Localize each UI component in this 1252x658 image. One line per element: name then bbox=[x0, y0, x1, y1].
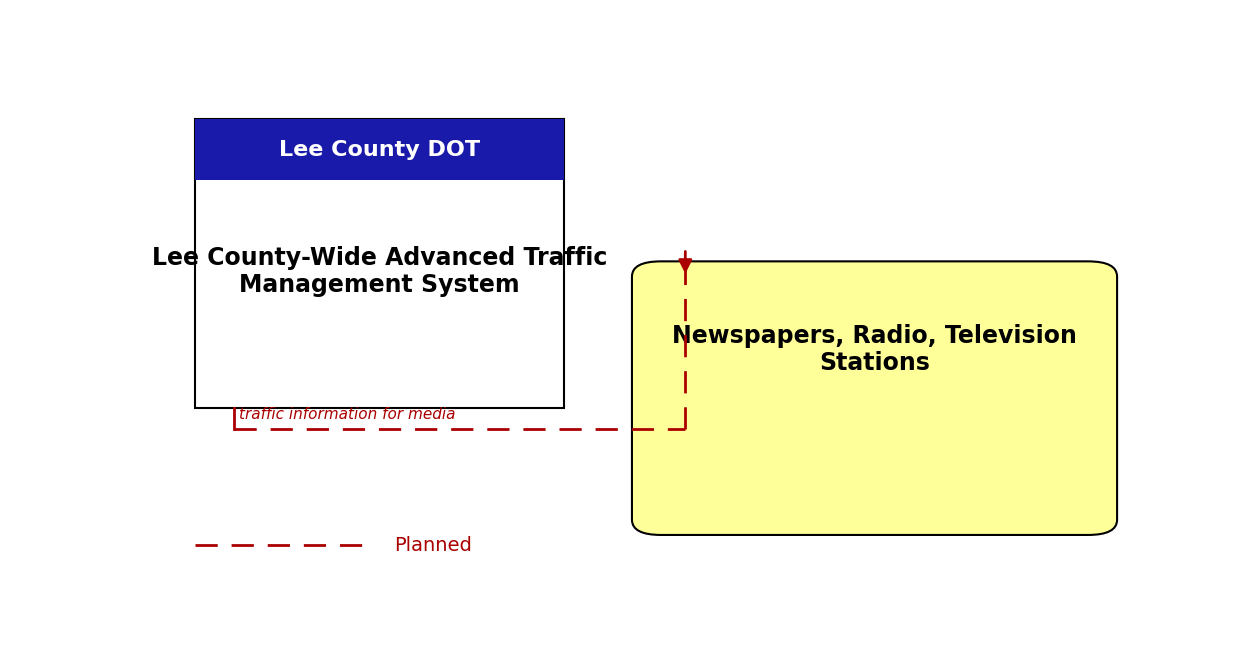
Text: Planned: Planned bbox=[394, 536, 472, 555]
Text: Lee County-Wide Advanced Traffic
Management System: Lee County-Wide Advanced Traffic Managem… bbox=[151, 245, 607, 297]
FancyBboxPatch shape bbox=[195, 120, 563, 180]
FancyBboxPatch shape bbox=[632, 261, 1117, 535]
Text: traffic information for media: traffic information for media bbox=[239, 407, 456, 422]
Text: Newspapers, Radio, Television
Stations: Newspapers, Radio, Television Stations bbox=[672, 324, 1077, 376]
FancyBboxPatch shape bbox=[195, 120, 563, 408]
Text: Lee County DOT: Lee County DOT bbox=[279, 140, 481, 160]
